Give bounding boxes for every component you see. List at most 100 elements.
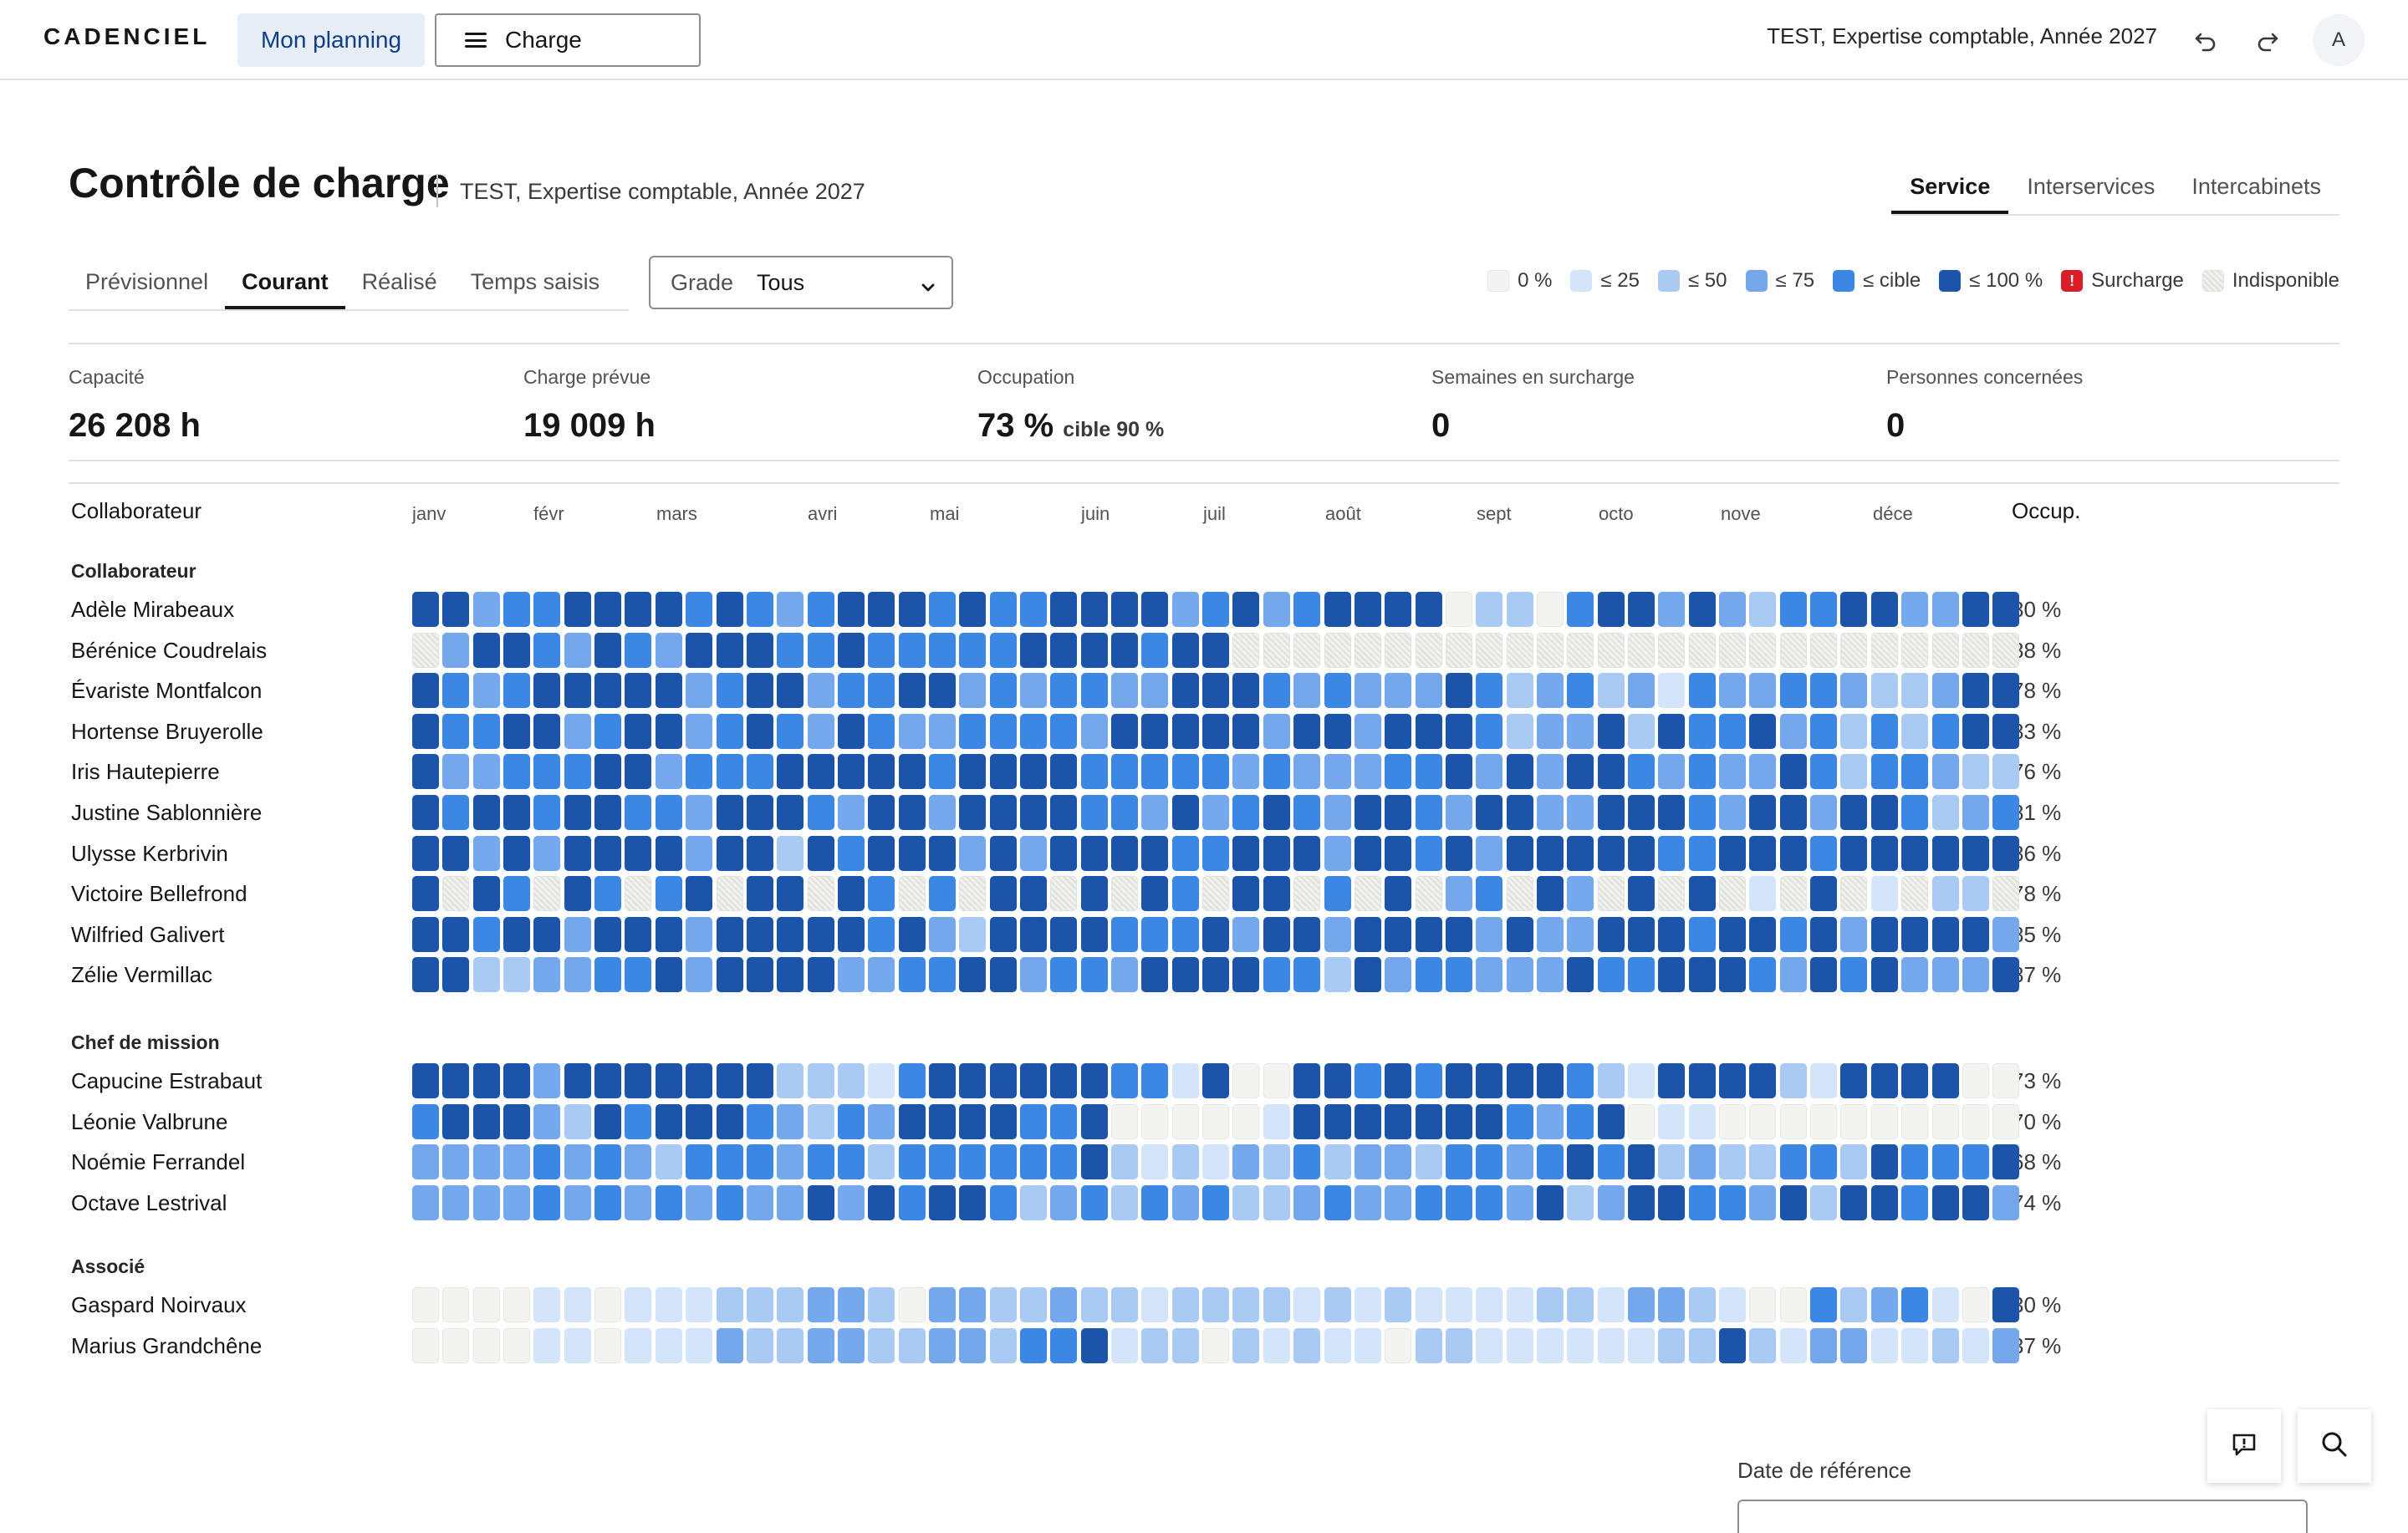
week-cell[interactable] — [1506, 1287, 1533, 1322]
week-cell[interactable] — [959, 1287, 987, 1322]
week-cell[interactable] — [1688, 835, 1716, 871]
week-cell[interactable] — [1870, 1184, 1898, 1220]
week-cell[interactable] — [1020, 754, 1047, 790]
week-cell[interactable] — [1840, 632, 1868, 668]
week-cell[interactable] — [777, 1103, 804, 1139]
week-cell[interactable] — [1840, 592, 1868, 627]
week-cell[interactable] — [1536, 1144, 1564, 1180]
app-logo[interactable]: CADENCIEL — [43, 23, 211, 49]
week-cell[interactable] — [1385, 1144, 1412, 1180]
week-cell[interactable] — [1445, 957, 1472, 993]
week-cell[interactable] — [594, 754, 622, 790]
week-cell[interactable] — [1688, 957, 1716, 993]
week-cell[interactable] — [1202, 916, 1230, 952]
week-cell[interactable] — [777, 835, 804, 871]
week-cell[interactable] — [1719, 592, 1747, 627]
week-cell[interactable] — [503, 1063, 531, 1098]
week-cell[interactable] — [1779, 632, 1807, 668]
week-cell[interactable] — [746, 1327, 773, 1363]
week-cell[interactable] — [1870, 795, 1898, 830]
collaborator-name[interactable]: Iris Hautepierre — [71, 759, 220, 785]
week-cell[interactable] — [472, 1063, 500, 1098]
week-cell[interactable] — [1506, 795, 1533, 830]
week-cell[interactable] — [442, 1103, 470, 1139]
week-cell[interactable] — [1232, 1327, 1260, 1363]
week-cell[interactable] — [1628, 916, 1655, 952]
week-cell[interactable] — [959, 754, 987, 790]
week-cell[interactable] — [1263, 713, 1290, 749]
week-cell[interactable] — [1202, 957, 1230, 993]
week-cell[interactable] — [898, 916, 926, 952]
week-cell[interactable] — [1111, 1063, 1139, 1098]
week-cell[interactable] — [1840, 916, 1868, 952]
week-cell[interactable] — [1202, 1287, 1230, 1322]
week-cell[interactable] — [472, 916, 500, 952]
week-cell[interactable] — [655, 1184, 682, 1220]
week-cell[interactable] — [1324, 713, 1351, 749]
week-cell[interactable] — [1658, 632, 1686, 668]
week-cell[interactable] — [898, 1287, 926, 1322]
week-cell[interactable] — [1597, 795, 1625, 830]
week-cell[interactable] — [1232, 673, 1260, 709]
redo-icon[interactable] — [2251, 23, 2284, 57]
week-cell[interactable] — [1385, 1287, 1412, 1322]
week-cell[interactable] — [1324, 835, 1351, 871]
week-cell[interactable] — [1749, 1287, 1777, 1322]
week-cell[interactable] — [1536, 916, 1564, 952]
week-cell[interactable] — [1840, 1063, 1868, 1098]
week-cell[interactable] — [1293, 957, 1321, 993]
week-cell[interactable] — [1020, 957, 1047, 993]
week-cell[interactable] — [1931, 1287, 1959, 1322]
week-cell[interactable] — [564, 1327, 591, 1363]
week-cell[interactable] — [989, 795, 1017, 830]
week-cell[interactable] — [716, 835, 743, 871]
week-cell[interactable] — [1080, 1184, 1108, 1220]
week-cell[interactable] — [625, 713, 652, 749]
week-cell[interactable] — [1749, 957, 1777, 993]
tab-courant[interactable]: Courant — [225, 254, 345, 309]
week-cell[interactable] — [959, 957, 987, 993]
week-cell[interactable] — [837, 957, 865, 993]
week-cell[interactable] — [1719, 957, 1747, 993]
week-cell[interactable] — [564, 1144, 591, 1180]
week-cell[interactable] — [777, 1063, 804, 1098]
week-cell[interactable] — [1962, 713, 1989, 749]
week-cell[interactable] — [1385, 835, 1412, 871]
week-cell[interactable] — [777, 1287, 804, 1322]
week-cell[interactable] — [1992, 835, 2020, 871]
week-cell[interactable] — [716, 957, 743, 993]
week-cell[interactable] — [625, 1287, 652, 1322]
week-cell[interactable] — [928, 957, 956, 993]
week-cell[interactable] — [1141, 673, 1169, 709]
week-cell[interactable] — [837, 1144, 865, 1180]
week-cell[interactable] — [1080, 795, 1108, 830]
week-cell[interactable] — [928, 713, 956, 749]
week-cell[interactable] — [1020, 673, 1047, 709]
week-cell[interactable] — [1263, 754, 1290, 790]
week-cell[interactable] — [837, 592, 865, 627]
week-cell[interactable] — [837, 1327, 865, 1363]
week-cell[interactable] — [1567, 1184, 1594, 1220]
week-cell[interactable] — [1050, 1144, 1078, 1180]
week-cell[interactable] — [1293, 1063, 1321, 1098]
week-cell[interactable] — [1810, 754, 1838, 790]
week-cell[interactable] — [442, 1063, 470, 1098]
week-cell[interactable] — [1870, 876, 1898, 912]
week-cell[interactable] — [1476, 1103, 1503, 1139]
week-cell[interactable] — [959, 1063, 987, 1098]
week-cell[interactable] — [1536, 876, 1564, 912]
week-cell[interactable] — [1476, 754, 1503, 790]
week-cell[interactable] — [1931, 795, 1959, 830]
week-cell[interactable] — [1779, 916, 1807, 952]
week-cell[interactable] — [1293, 673, 1321, 709]
week-cell[interactable] — [1810, 1327, 1838, 1363]
week-cell[interactable] — [1931, 592, 1959, 627]
week-cell[interactable] — [1385, 795, 1412, 830]
week-cell[interactable] — [1263, 916, 1290, 952]
week-cell[interactable] — [503, 876, 531, 912]
week-cell[interactable] — [1962, 795, 1989, 830]
week-cell[interactable] — [1567, 1063, 1594, 1098]
week-cell[interactable] — [959, 1144, 987, 1180]
week-cell[interactable] — [1749, 1103, 1777, 1139]
week-cell[interactable] — [1263, 957, 1290, 993]
